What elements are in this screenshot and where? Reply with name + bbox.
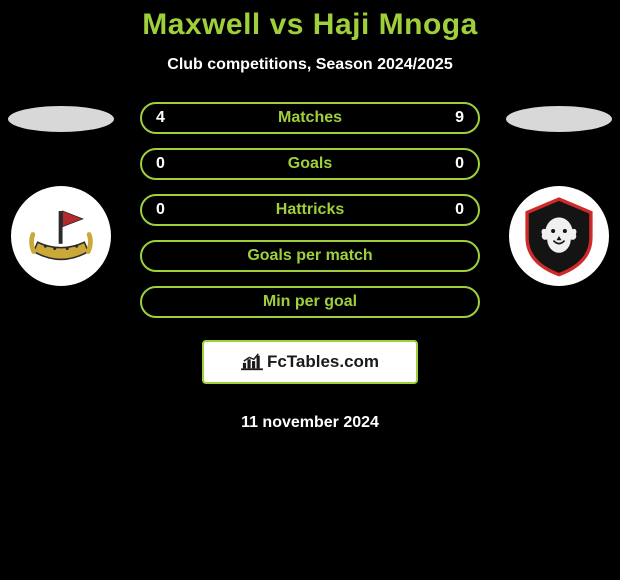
stat-row-goals-per-match: Goals per match [140, 240, 480, 272]
stat-label: Min per goal [263, 293, 357, 311]
right-club-badge [509, 186, 609, 286]
stat-left-value: 0 [156, 201, 176, 219]
subtitle: Club competitions, Season 2024/2025 [0, 56, 620, 74]
right-club-crest-icon [517, 194, 601, 278]
stats-column: 4 Matches 9 0 Goals 0 0 Hattricks 0 Goal… [116, 102, 504, 432]
brand-text: FcTables.com [267, 352, 379, 372]
stat-left-value: 0 [156, 155, 176, 173]
stat-right-value: 9 [444, 109, 464, 127]
main-row: 4 Matches 9 0 Goals 0 0 Hattricks 0 Goal… [0, 102, 620, 432]
comparison-card: Maxwell vs Haji Mnoga Club competitions,… [0, 0, 620, 432]
stat-row-min-per-goal: Min per goal [140, 286, 480, 318]
stat-label: Matches [278, 109, 342, 127]
stat-right-value: 0 [444, 201, 464, 219]
page-title: Maxwell vs Haji Mnoga [0, 8, 620, 42]
stat-left-value: 4 [156, 109, 176, 127]
left-club-crest-icon [22, 197, 100, 275]
stat-row-hattricks: 0 Hattricks 0 [140, 194, 480, 226]
stat-row-matches: 4 Matches 9 [140, 102, 480, 134]
player-photo-placeholder-left [8, 106, 114, 132]
left-player-column [6, 102, 116, 286]
stat-label: Hattricks [276, 201, 344, 219]
stat-label: Goals [288, 155, 332, 173]
left-club-badge [11, 186, 111, 286]
right-player-column [504, 102, 614, 286]
player-photo-placeholder-right [506, 106, 612, 132]
stat-label: Goals per match [247, 247, 372, 265]
chart-icon [241, 352, 263, 372]
stat-right-value: 0 [444, 155, 464, 173]
stat-row-goals: 0 Goals 0 [140, 148, 480, 180]
brand-box[interactable]: FcTables.com [202, 340, 418, 384]
date-text: 11 november 2024 [241, 414, 379, 432]
